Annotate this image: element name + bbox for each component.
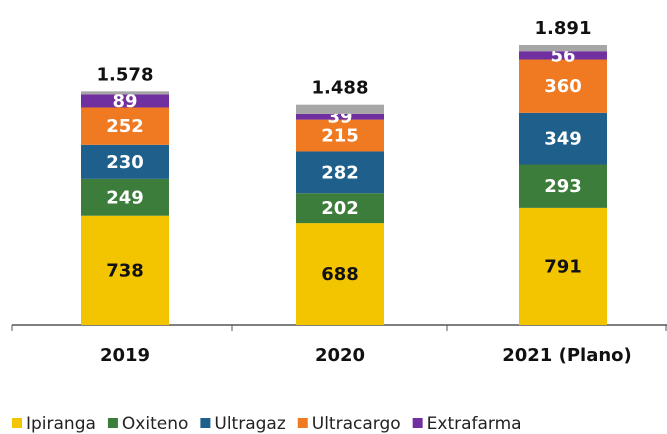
segment-label: 252	[106, 116, 144, 137]
segment-label: 215	[321, 126, 359, 147]
segment-label: 349	[544, 129, 582, 150]
total-label: 1.891	[535, 18, 592, 39]
bar-segment	[519, 59, 607, 113]
bar-segment	[519, 207, 607, 325]
x-tick-label: 2019	[100, 345, 150, 366]
legend-label: Ultracargo	[312, 414, 401, 434]
legend-label: Extrafarma	[427, 414, 522, 434]
bar-segment	[296, 151, 384, 194]
bar-segment	[296, 113, 384, 120]
segment-label: 230	[106, 152, 144, 173]
legend-swatch	[12, 418, 22, 428]
segment-label: 791	[544, 256, 582, 277]
bar-segment	[519, 45, 607, 52]
bar-segment	[81, 91, 169, 95]
legend-label: Oxiteno	[122, 414, 188, 434]
segment-label: 249	[106, 187, 144, 208]
legend-swatch	[200, 418, 211, 428]
segment-label: 360	[544, 76, 582, 97]
bar-segment	[519, 51, 607, 60]
bar-segment	[519, 112, 607, 165]
bar-segment	[81, 107, 169, 145]
x-tick-label: 2021 (Plano)	[502, 345, 632, 366]
segment-label: 282	[321, 162, 359, 183]
total-label: 1.488	[312, 78, 369, 99]
bar-segment	[296, 119, 384, 152]
legend-swatch	[412, 418, 423, 428]
bar-segment	[519, 164, 607, 208]
segment-label: 202	[321, 198, 359, 219]
segment-label: 688	[321, 264, 359, 285]
legend-swatch	[107, 418, 118, 428]
segment-label: 293	[544, 176, 582, 197]
segment-label: 738	[106, 260, 144, 281]
legend-label: Ultragaz	[214, 414, 285, 434]
bar-segment	[81, 178, 169, 216]
bar-segment	[81, 144, 169, 179]
x-tick-label: 2020	[315, 345, 365, 366]
bar-segment	[296, 223, 384, 325]
legend-swatch	[297, 418, 308, 428]
bar-segment	[81, 215, 169, 325]
legend-label: Ipiranga	[26, 414, 96, 434]
bar-segment	[296, 104, 384, 114]
bar-segment	[81, 94, 169, 108]
total-label: 1.578	[97, 64, 154, 85]
bar-segment	[296, 193, 384, 224]
segment-label: 89	[112, 91, 137, 112]
